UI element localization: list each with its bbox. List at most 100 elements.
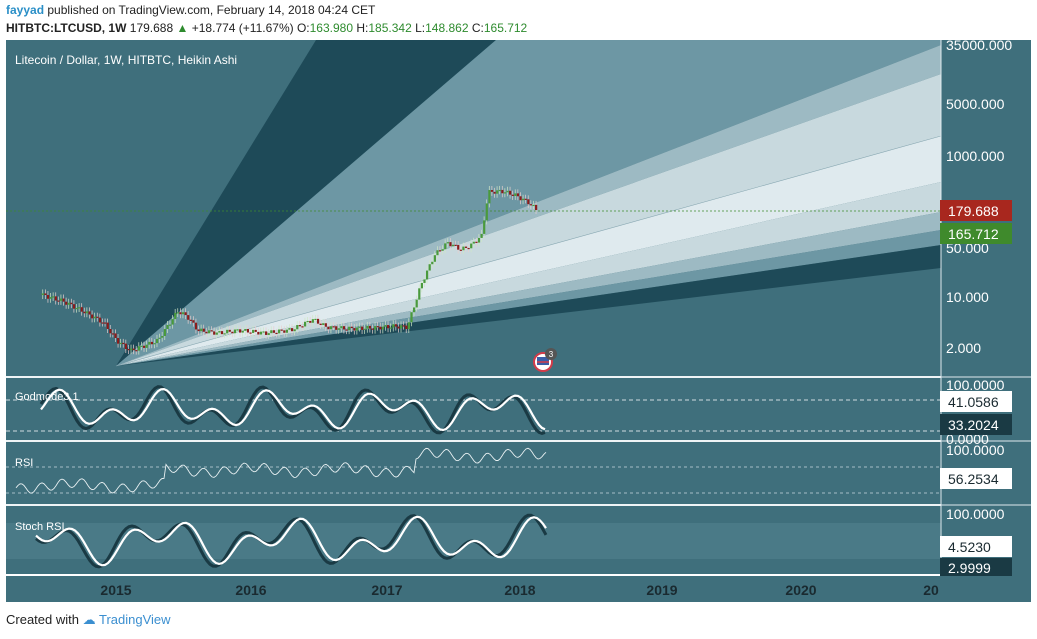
candle xyxy=(436,250,439,256)
price-tick: 10.000 xyxy=(946,289,989,305)
time-label: 20 xyxy=(923,582,939,598)
low-label: L: xyxy=(415,21,426,35)
candle xyxy=(62,298,65,302)
event-count-badge xyxy=(545,348,557,360)
candle xyxy=(278,329,281,334)
rsi-tick-100: 100.0000 xyxy=(946,442,1005,458)
candle xyxy=(132,348,135,351)
close-value: 165.712 xyxy=(483,21,528,35)
high-label: H: xyxy=(356,21,369,35)
footer: Created with ☁ TradingView xyxy=(6,612,171,628)
time-label: 2020 xyxy=(785,582,816,598)
candle xyxy=(184,312,187,316)
candle xyxy=(449,242,452,247)
godmode-line-1 xyxy=(39,385,546,435)
candle xyxy=(275,332,278,335)
candle xyxy=(503,192,507,194)
header-line-1: fayyad published on TradingView.com, Feb… xyxy=(6,3,375,17)
time-axis-bg[interactable] xyxy=(6,576,1031,602)
candle xyxy=(272,330,276,333)
last-price-label-bg xyxy=(940,200,1012,221)
candle xyxy=(451,244,455,247)
candle xyxy=(472,241,475,244)
candle xyxy=(280,329,283,331)
candle xyxy=(130,348,133,351)
candle xyxy=(59,298,63,301)
candle xyxy=(324,323,327,327)
event-count: 3 xyxy=(549,350,554,359)
candle xyxy=(441,249,444,251)
candle xyxy=(415,299,418,308)
stoch-value1-bg xyxy=(940,536,1012,557)
tradingview-link[interactable]: TradingView xyxy=(99,612,171,627)
candle xyxy=(348,326,351,331)
candle xyxy=(166,325,169,330)
candle xyxy=(52,296,55,298)
candle xyxy=(135,350,138,352)
time-label: 2015 xyxy=(100,582,131,598)
candle xyxy=(194,322,198,330)
fan-band-6 xyxy=(116,182,941,366)
candle xyxy=(215,332,218,335)
candle xyxy=(98,317,102,323)
candle xyxy=(410,312,413,323)
candle xyxy=(358,326,361,328)
change-value: +18.774 (+11.67%) xyxy=(191,21,294,35)
event-badge[interactable]: 3 xyxy=(533,348,557,372)
author-name[interactable]: fayyad xyxy=(6,3,45,17)
chart-area[interactable]: Litecoin / Dollar, 1W, HITBTC, Heikin As… xyxy=(6,37,1031,602)
candle xyxy=(342,326,346,330)
candle xyxy=(179,312,182,315)
open-label: O: xyxy=(296,21,310,35)
candle xyxy=(46,295,50,299)
candle xyxy=(384,325,387,327)
price-scale-bg[interactable] xyxy=(941,40,1031,576)
candle xyxy=(140,345,143,347)
candle xyxy=(205,331,208,334)
candle xyxy=(187,315,190,320)
candle xyxy=(402,325,405,327)
candle xyxy=(153,343,156,345)
candle xyxy=(527,199,530,205)
candle xyxy=(109,328,112,334)
candle xyxy=(244,329,247,331)
candle xyxy=(262,331,265,333)
candle xyxy=(322,323,325,325)
flag-canton xyxy=(537,357,549,365)
candle xyxy=(143,345,146,348)
candle xyxy=(535,204,538,211)
candle xyxy=(405,325,408,330)
candle xyxy=(511,194,514,196)
fan-band-8 xyxy=(116,230,941,366)
candle xyxy=(459,249,462,251)
rsi-pane-bg xyxy=(6,442,941,504)
candle xyxy=(366,325,369,329)
candle xyxy=(462,246,465,251)
candle xyxy=(298,325,301,327)
candle xyxy=(207,330,211,334)
time-label: 2016 xyxy=(235,582,266,598)
last-price-label: 179.688 xyxy=(948,203,999,219)
candle xyxy=(444,243,447,250)
candle xyxy=(496,190,499,194)
tradingview-cloud-icon[interactable]: ☁ xyxy=(82,612,96,627)
chart-svg[interactable]: Litecoin / Dollar, 1W, HITBTC, Heikin As… xyxy=(6,37,1031,602)
candle xyxy=(158,337,161,339)
candle xyxy=(361,326,364,330)
candle xyxy=(327,326,330,330)
candle xyxy=(387,325,390,329)
candle xyxy=(54,296,57,301)
candle xyxy=(303,321,307,327)
candle xyxy=(296,325,299,330)
candle xyxy=(226,329,229,334)
candle xyxy=(464,246,468,248)
candles-group xyxy=(41,185,538,355)
candle xyxy=(374,326,377,330)
candle xyxy=(67,302,70,305)
candle xyxy=(493,191,496,194)
candle xyxy=(477,237,481,243)
candle xyxy=(532,204,535,207)
candle xyxy=(72,304,76,309)
candle xyxy=(309,320,312,323)
candle xyxy=(335,326,338,330)
